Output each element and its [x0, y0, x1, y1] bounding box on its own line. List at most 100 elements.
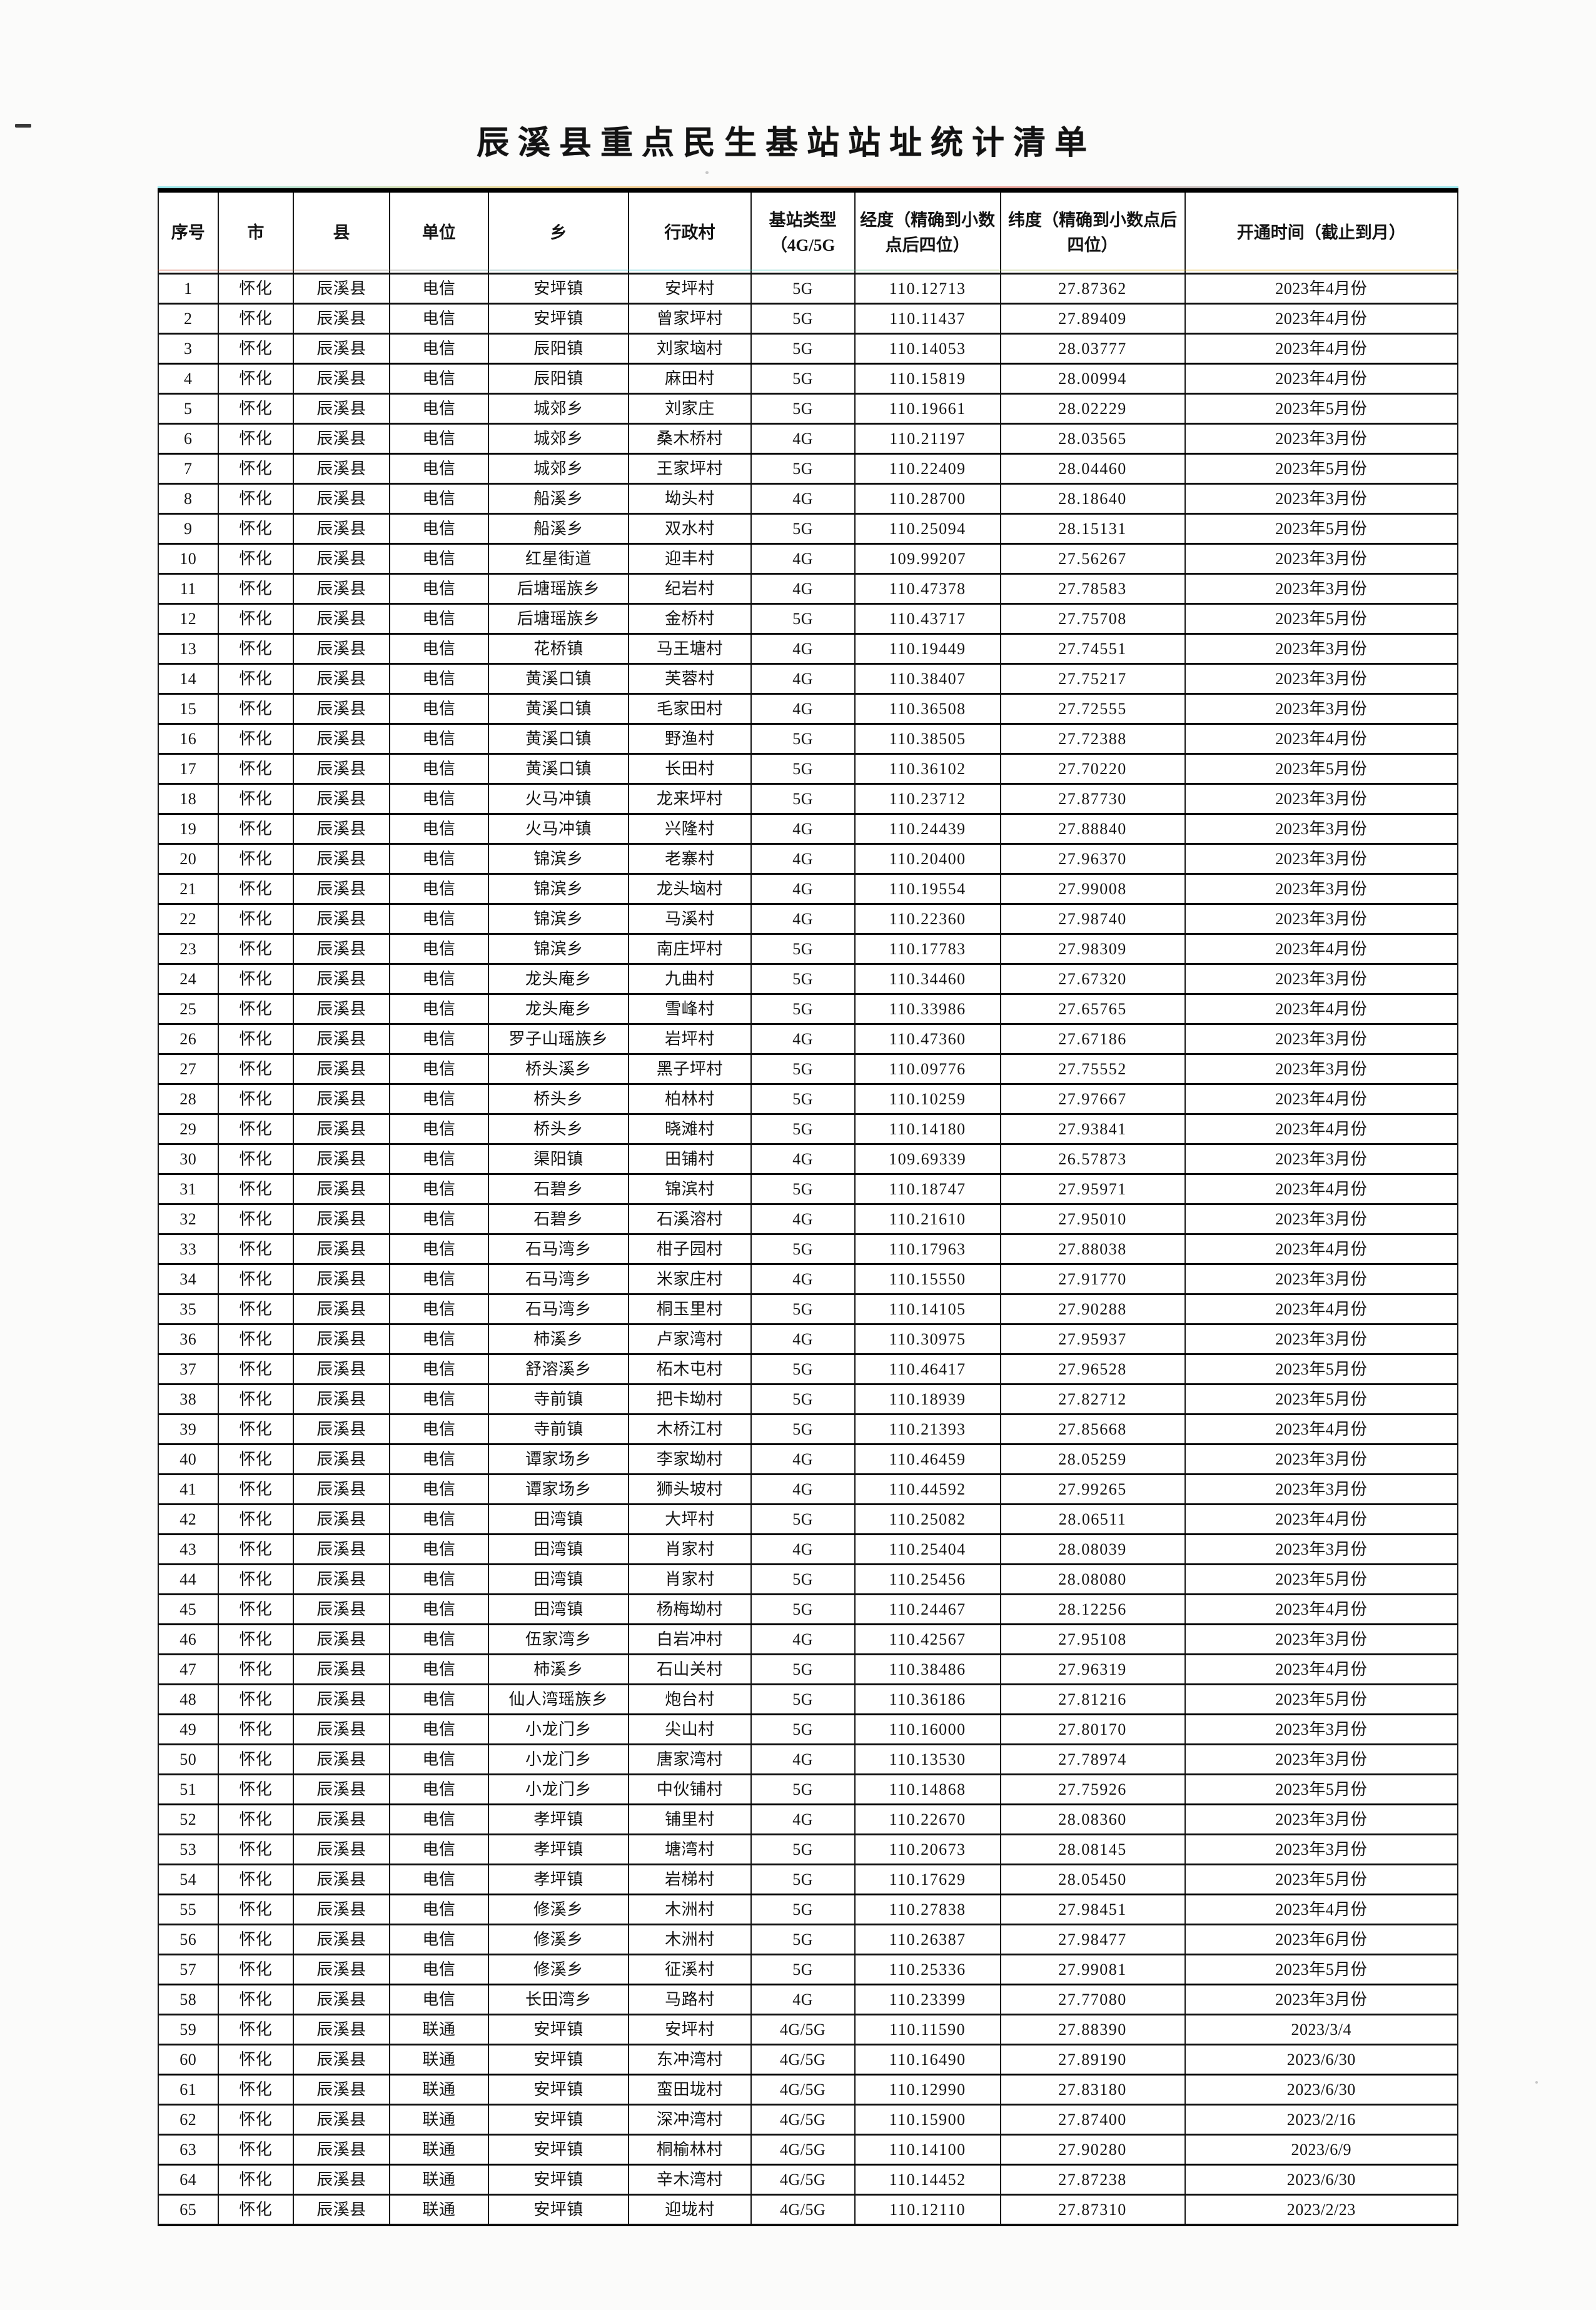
table-cell: 2023年3月份 — [1184, 1443, 1459, 1475]
table-cell: 28.15131 — [999, 513, 1186, 545]
table-cell: 电信 — [388, 1473, 489, 1505]
table-cell: 110.30975 — [854, 1323, 1001, 1355]
table-cell: 65 — [158, 2194, 219, 2226]
table-cell: 麻田村 — [628, 363, 752, 395]
table-row: 20 怀化 辰溪县 电信 锦滨乡 老寨村 4G 110.20400 27.96370 2023年3… — [158, 843, 1459, 875]
table-cell: 27.75708 — [999, 603, 1186, 635]
table-cell: 辰溪县 — [293, 1023, 390, 1055]
table-cell: 110.36102 — [854, 753, 1001, 785]
table-cell: 2023年4月份 — [1184, 993, 1459, 1025]
table-cell: 红星街道 — [487, 543, 630, 575]
table-cell: 电信 — [388, 1743, 489, 1775]
table-cell: 辰溪县 — [293, 273, 390, 305]
table-cell: 辰溪县 — [293, 2194, 390, 2226]
table-cell: 深冲湾村 — [628, 2104, 752, 2136]
table-row: 15 怀化 辰溪县 电信 黄溪口镇 毛家田村 4G 110.36508 27.72555 2023… — [158, 693, 1459, 725]
table-cell: 怀化 — [217, 933, 295, 965]
table-row: 1 怀化 辰溪县 电信 安坪镇 安坪村 5G 110.12713 27.87362 2023年4月… — [158, 273, 1459, 305]
table-row: 49 怀化 辰溪县 电信 小龙门乡 尖山村 5G 110.16000 27.80170 2023年… — [158, 1713, 1459, 1745]
table-cell: 桐玉里村 — [628, 1293, 752, 1325]
table-cell: 40 — [158, 1443, 219, 1475]
table-cell: 马路村 — [628, 1984, 752, 2015]
table-cell: 4G/5G — [750, 2044, 856, 2075]
table-cell: 电信 — [388, 303, 489, 335]
table-cell: 辰溪县 — [293, 753, 390, 785]
table-cell: 27.72388 — [999, 723, 1186, 755]
table-cell: 23 — [158, 933, 219, 965]
table-cell: 火马冲镇 — [487, 783, 630, 815]
table-cell: 白岩冲村 — [628, 1623, 752, 1655]
table-cell: 谭家场乡 — [487, 1473, 630, 1505]
table-cell: 怀化 — [217, 633, 295, 665]
table-row: 18 怀化 辰溪县 电信 火马冲镇 龙来坪村 5G 110.23712 27.87730 2023… — [158, 783, 1459, 815]
base-station-table: 序号市县单位乡行政村 基站类型（4G/5G 经度（精确到小数点后四位） 纬度（精确到小… — [158, 188, 1459, 2226]
table-cell: 5G — [750, 1894, 856, 1925]
table-cell: 电信 — [388, 423, 489, 455]
table-row: 4 怀化 辰溪县 电信 辰阳镇 麻田村 5G 110.15819 28.00994 2023年4月… — [158, 363, 1459, 395]
table-cell: 后塘瑶族乡 — [487, 573, 630, 605]
table-cell: 辰溪县 — [293, 1683, 390, 1715]
table-cell: 2023年5月份 — [1184, 603, 1459, 635]
table-cell: 2023年4月份 — [1184, 1173, 1459, 1205]
table-cell: 柿溪乡 — [487, 1323, 630, 1355]
table-cell: 110.25082 — [854, 1503, 1001, 1535]
table-cell: 27.87400 — [999, 2104, 1186, 2136]
table-cell: 2023/6/9 — [1184, 2134, 1459, 2166]
table-cell: 7 — [158, 453, 219, 485]
table-cell: 船溪乡 — [487, 483, 630, 515]
table-cell: 电信 — [388, 723, 489, 755]
table-cell: 4 — [158, 363, 219, 395]
table-cell: 怀化 — [217, 333, 295, 365]
table-cell: 电信 — [388, 783, 489, 815]
table-cell: 辰溪县 — [293, 1353, 390, 1385]
table-row: 56 怀化 辰溪县 电信 修溪乡 木洲村 5G 110.26387 27.98477 2023年6… — [158, 1924, 1459, 1955]
table-cell: 2023年6月份 — [1184, 1924, 1459, 1955]
table-cell: 2023年3月份 — [1184, 873, 1459, 905]
table-cell: 55 — [158, 1894, 219, 1925]
table-cell: 5G — [750, 993, 856, 1025]
table-cell: 辰溪县 — [293, 363, 390, 395]
table-cell: 27.98740 — [999, 903, 1186, 935]
table-cell: 27.88840 — [999, 813, 1186, 845]
table-cell: 110.14180 — [854, 1113, 1001, 1145]
table-cell: 110.46459 — [854, 1443, 1001, 1475]
table-cell: 39 — [158, 1413, 219, 1445]
table-cell: 电信 — [388, 333, 489, 365]
table-cell: 110.15550 — [854, 1263, 1001, 1295]
table-cell: 怀化 — [217, 393, 295, 425]
table-cell: 辰溪县 — [293, 1894, 390, 1925]
table-cell: 27.56267 — [999, 543, 1186, 575]
table-cell: 晓滩村 — [628, 1113, 752, 1145]
table-cell: 电信 — [388, 1443, 489, 1475]
table-cell: 伍家湾乡 — [487, 1623, 630, 1655]
table-cell: 110.15900 — [854, 2104, 1001, 2136]
table-cell: 110.17963 — [854, 1233, 1001, 1265]
column-header: 纬度（精确到小数点后四位） — [999, 188, 1186, 275]
table-cell: 怀化 — [217, 1563, 295, 1595]
table-cell: 怀化 — [217, 2044, 295, 2075]
table-cell: 2023年3月份 — [1184, 1053, 1459, 1085]
table-cell: 马王塘村 — [628, 633, 752, 665]
table-cell: 电信 — [388, 1593, 489, 1625]
table-cell: 28.08080 — [999, 1563, 1186, 1595]
table-cell: 辰溪县 — [293, 963, 390, 995]
table-cell: 28.06511 — [999, 1503, 1186, 1535]
table-cell: 长田村 — [628, 753, 752, 785]
table-cell: 20 — [158, 843, 219, 875]
table-cell: 唐家湾村 — [628, 1743, 752, 1775]
table-cell: 2023年3月份 — [1184, 813, 1459, 845]
table-row: 59 怀化 辰溪县 联通 安坪镇 安坪村 4G/5G 110.11590 27.88390 202… — [158, 2014, 1459, 2045]
table-row: 41 怀化 辰溪县 电信 谭家场乡 狮头坡村 4G 110.44592 27.99265 2023… — [158, 1473, 1459, 1505]
table-cell: 城郊乡 — [487, 453, 630, 485]
table-row: 28 怀化 辰溪县 电信 桥头乡 柏林村 5G 110.10259 27.97667 2023年4… — [158, 1083, 1459, 1115]
table-cell: 怀化 — [217, 1623, 295, 1655]
table-cell: 109.99207 — [854, 543, 1001, 575]
table-row: 46 怀化 辰溪县 电信 伍家湾乡 白岩冲村 4G 110.42567 27.95108 2023… — [158, 1623, 1459, 1655]
table-cell: 2 — [158, 303, 219, 335]
table-cell: 辰溪县 — [293, 1443, 390, 1475]
table-cell: 电信 — [388, 1263, 489, 1295]
table-cell: 3 — [158, 333, 219, 365]
table-cell: 小龙门乡 — [487, 1713, 630, 1745]
table-cell: 小龙门乡 — [487, 1773, 630, 1805]
table-cell: 电信 — [388, 1683, 489, 1715]
